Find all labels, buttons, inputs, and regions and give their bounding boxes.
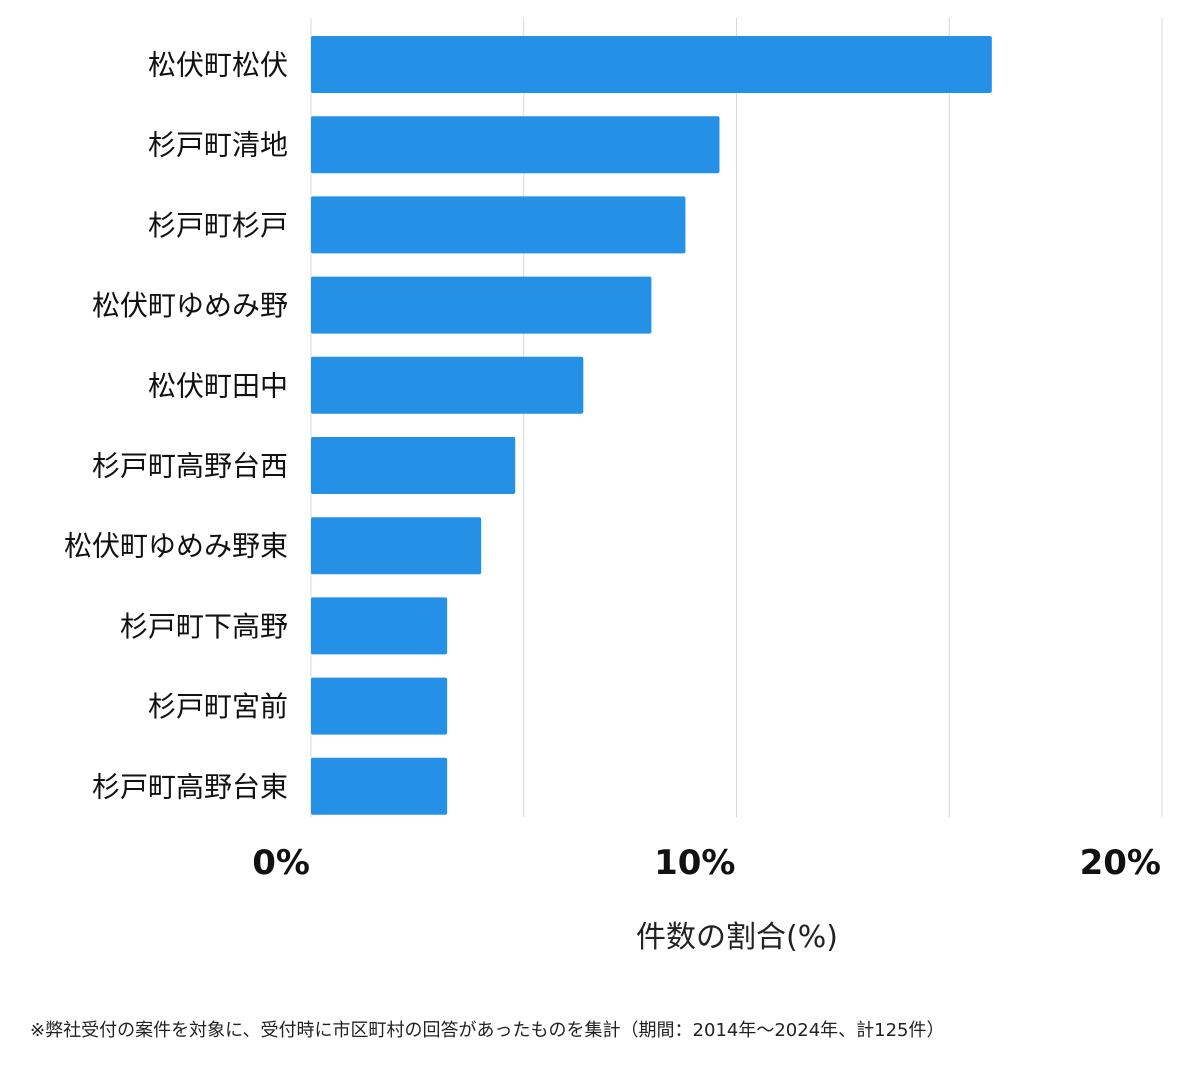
category-label: 杉戸町高野台東 <box>92 770 288 803</box>
x-axis-label: 件数の割合(%) <box>636 920 838 955</box>
bar <box>311 356 584 414</box>
bar <box>311 677 448 735</box>
x-tick-label: 20% <box>1080 843 1161 883</box>
bar <box>311 757 448 815</box>
category-label: 杉戸町高野台西 <box>92 450 288 483</box>
bar <box>311 437 516 494</box>
bar <box>311 36 992 93</box>
category-label: 松伏町ゆめみ野東 <box>64 530 288 563</box>
category-label: 杉戸町杉戸 <box>148 209 288 242</box>
bar-chart: 松伏町松伏杉戸町清地杉戸町杉戸松伏町ゆめみ野松伏町田中杉戸町高野台西松伏町ゆめみ… <box>64 18 1163 955</box>
x-tick-label: 0% <box>252 843 310 883</box>
bar <box>311 597 448 655</box>
category-label: 杉戸町宮前 <box>148 690 288 723</box>
bar <box>311 196 686 254</box>
footnote: ※弊社受付の案件を対象に、受付時に市区町村の回答があったものを集計（期間：201… <box>30 1020 945 1041</box>
bar <box>311 116 720 174</box>
category-label: 松伏町松伏 <box>148 49 288 82</box>
category-label: 杉戸町下高野 <box>120 610 288 643</box>
bar <box>311 517 482 575</box>
category-label: 松伏町ゆめみ野 <box>92 289 288 322</box>
category-label: 杉戸町清地 <box>148 129 288 162</box>
x-tick-label: 10% <box>654 843 735 883</box>
category-label: 松伏町田中 <box>148 369 288 402</box>
bar <box>311 276 652 334</box>
